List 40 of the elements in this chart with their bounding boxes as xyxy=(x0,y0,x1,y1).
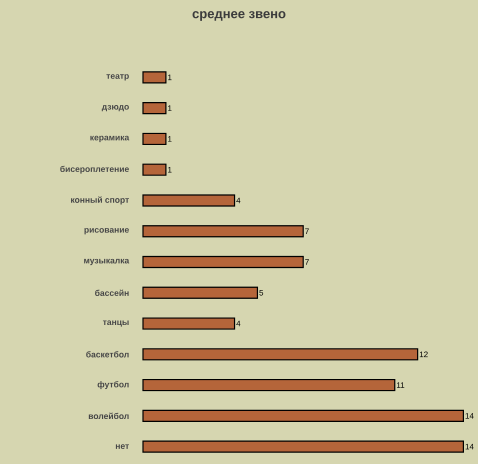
bar xyxy=(142,225,304,238)
data-label: 7 xyxy=(305,259,309,265)
data-label: 4 xyxy=(236,198,240,204)
y-tick-label: театр xyxy=(106,74,129,81)
data-label: 11 xyxy=(396,382,404,388)
data-label: 1 xyxy=(168,166,172,172)
bar xyxy=(142,194,236,207)
y-tick-label: баскетбол xyxy=(86,351,129,358)
y-tick-label: волейбол xyxy=(88,412,129,420)
y-tick-label: танцы xyxy=(102,320,129,327)
y-tick-label: музыкалка xyxy=(84,258,130,266)
y-tick-label: дзюдо xyxy=(102,105,129,112)
data-label: 1 xyxy=(168,105,172,111)
data-label: 1 xyxy=(168,136,172,142)
bar xyxy=(142,410,464,422)
bar xyxy=(142,102,166,114)
bar xyxy=(142,378,396,392)
y-tick-label: нет xyxy=(116,444,129,449)
data-label: 5 xyxy=(259,290,264,296)
y-tick-label: бассейн xyxy=(95,290,129,296)
chart-title: среднее звено xyxy=(192,11,286,21)
data-label: 4 xyxy=(236,320,240,326)
data-label: 14 xyxy=(466,444,474,450)
bar xyxy=(142,71,166,84)
data-label: 1 xyxy=(168,74,172,80)
data-label: 7 xyxy=(305,228,309,234)
bar xyxy=(142,256,304,268)
bar xyxy=(142,164,166,176)
y-tick-label: бисероплетение xyxy=(60,166,129,174)
bar xyxy=(142,440,464,453)
data-label: 12 xyxy=(420,352,428,358)
y-tick-label: рисование xyxy=(84,228,129,234)
y-tick-label: футбол xyxy=(98,381,129,390)
bar xyxy=(142,286,258,299)
y-tick-label: конный спорт xyxy=(71,196,129,204)
bar xyxy=(142,348,418,360)
data-label: 14 xyxy=(466,413,474,419)
y-tick-label: керамика xyxy=(90,136,130,142)
bar xyxy=(142,317,236,330)
bar xyxy=(142,132,166,146)
